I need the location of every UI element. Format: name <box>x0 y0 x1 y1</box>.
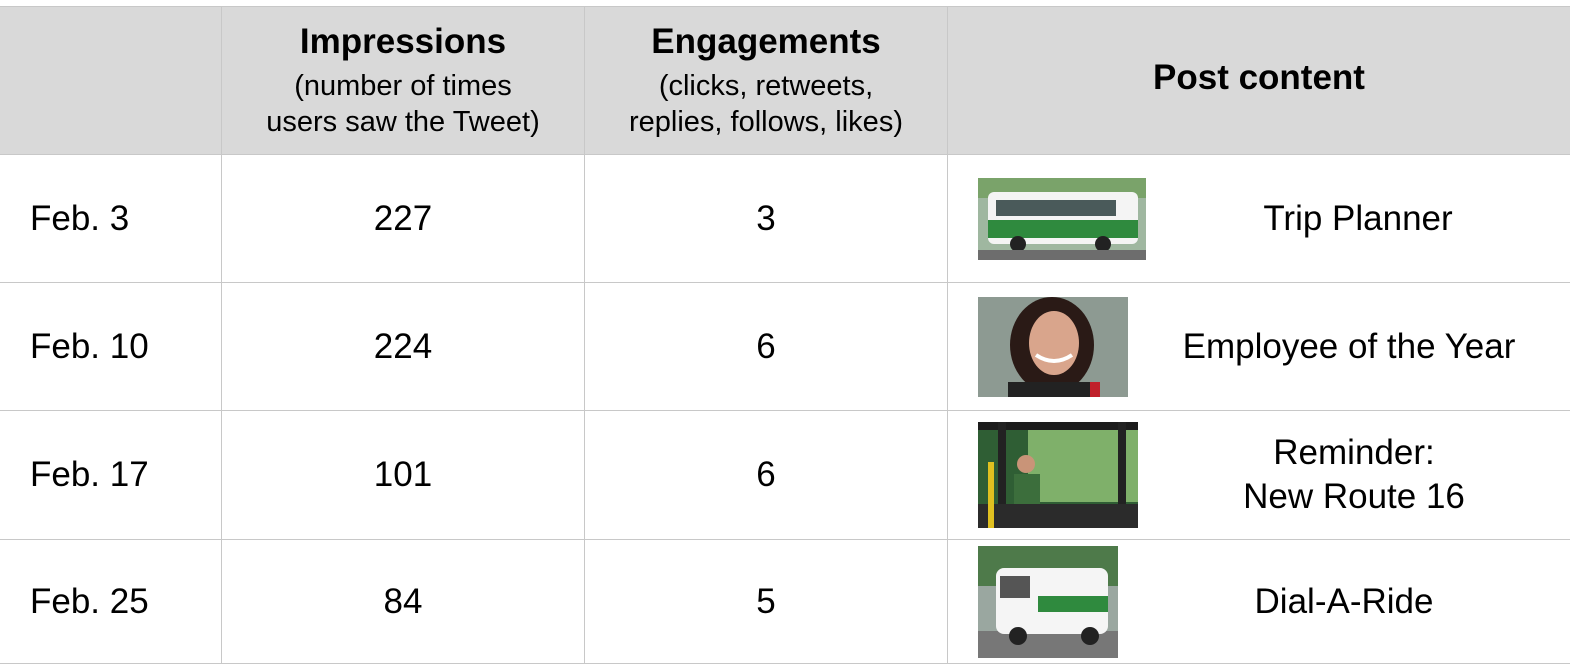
post-line: Reminder: <box>1273 431 1434 475</box>
post-text: Employee of the Year <box>1128 325 1570 369</box>
header-cell: Impressions (number of times users saw t… <box>222 6 585 155</box>
engagements-cell: 5 <box>585 540 948 664</box>
post-cell: Reminder:New Route 16 <box>948 411 1570 540</box>
column-title: Impressions <box>300 22 506 62</box>
driver-photo <box>978 422 1138 528</box>
bus-photo <box>978 178 1146 260</box>
minibus-photo <box>978 546 1118 658</box>
post-text: Dial-A-Ride <box>1118 580 1570 624</box>
post-line: Employee of the Year <box>1183 325 1516 369</box>
date-cell: Feb. 3 <box>0 155 222 283</box>
post-cell: Dial-A-Ride <box>948 540 1570 664</box>
impressions-cell: 224 <box>222 283 585 411</box>
post-cell: Employee of the Year <box>948 283 1570 411</box>
column-subtitle: users saw the Tweet) <box>266 104 539 140</box>
column-title: Post content <box>1153 58 1365 98</box>
post-text: Trip Planner <box>1146 197 1570 241</box>
column-subtitle: (number of times <box>294 68 512 104</box>
person-photo <box>978 297 1128 397</box>
post-line: Trip Planner <box>1263 197 1452 241</box>
header-cell: Engagements (clicks, retweets, replies, … <box>585 6 948 155</box>
impressions-cell: 227 <box>222 155 585 283</box>
header-cell: Post content <box>948 6 1570 155</box>
engagements-cell: 3 <box>585 155 948 283</box>
impressions-cell: 101 <box>222 411 585 540</box>
engagements-cell: 6 <box>585 411 948 540</box>
header-cell <box>0 6 222 155</box>
date-cell: Feb. 17 <box>0 411 222 540</box>
column-subtitle: replies, follows, likes) <box>629 104 903 140</box>
column-subtitle: (clicks, retweets, <box>659 68 873 104</box>
date-cell: Feb. 25 <box>0 540 222 664</box>
post-cell: Trip Planner <box>948 155 1570 283</box>
date-cell: Feb. 10 <box>0 283 222 411</box>
post-line: Dial-A-Ride <box>1255 580 1434 624</box>
post-text: Reminder:New Route 16 <box>1138 431 1570 519</box>
tweet-table: Impressions (number of times users saw t… <box>0 6 1570 664</box>
post-line: New Route 16 <box>1243 475 1465 519</box>
impressions-cell: 84 <box>222 540 585 664</box>
column-title: Engagements <box>651 22 881 62</box>
page: Impressions (number of times users saw t… <box>0 0 1570 664</box>
engagements-cell: 6 <box>585 283 948 411</box>
